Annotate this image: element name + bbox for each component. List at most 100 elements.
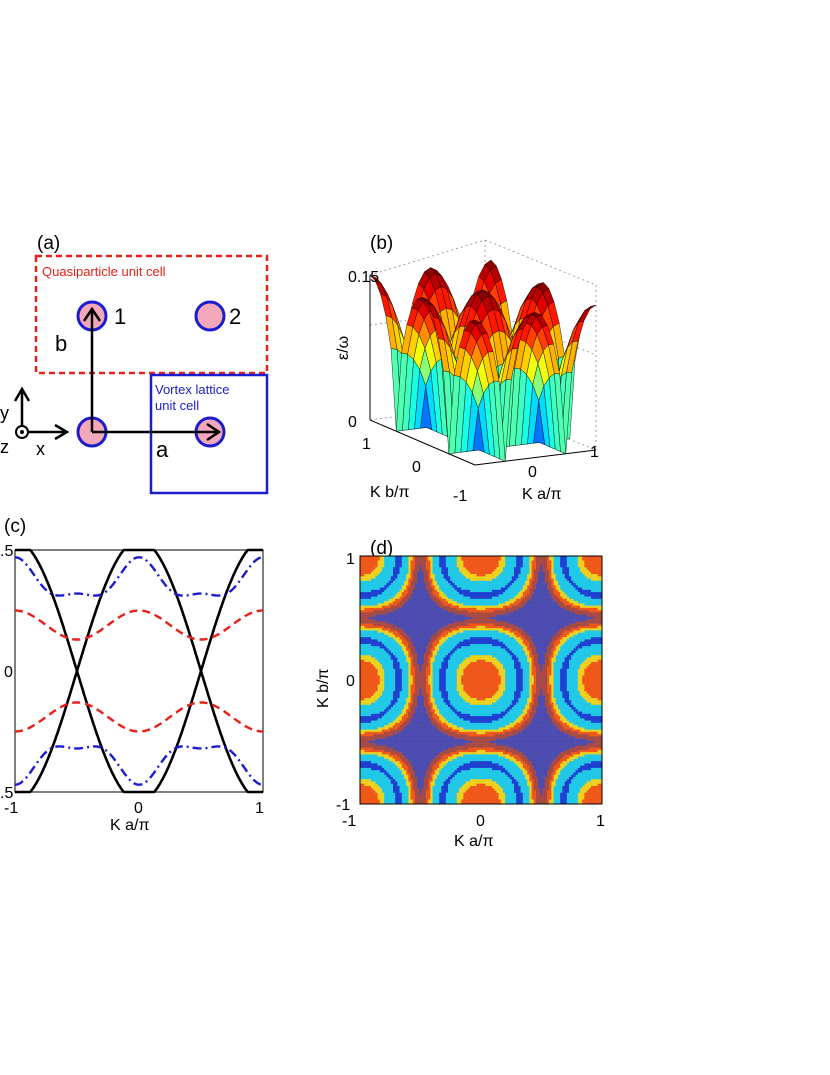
contour-cell [426, 569, 429, 573]
contour-cell [448, 598, 451, 602]
contour-cell [415, 594, 418, 597]
contour-cell [364, 709, 367, 712]
contour-cell [360, 634, 363, 638]
contour-cell [430, 576, 433, 579]
contour-cell [412, 763, 416, 766]
contour-cell [401, 578, 405, 582]
contour-cell [393, 729, 396, 733]
contour-cell [430, 740, 433, 744]
contour-cell [448, 670, 451, 674]
contour-cell [390, 761, 394, 764]
contour-cell [382, 740, 385, 744]
contour-cell [360, 704, 363, 708]
contour-cell [439, 790, 442, 794]
contour-cell [377, 707, 381, 710]
contour-cell [379, 610, 383, 613]
contour-cell [404, 603, 407, 606]
contour-cell [421, 729, 425, 733]
contour-cell [426, 738, 429, 742]
contour-cell [360, 646, 363, 649]
contour-cell [384, 587, 387, 591]
contour-cell [441, 558, 444, 561]
contour-cell [404, 567, 407, 570]
contour-cell [364, 749, 367, 753]
contour-cell [417, 716, 420, 719]
contour-cell [441, 632, 444, 636]
contour-cell [428, 560, 431, 564]
contour-cell [371, 594, 374, 597]
contour-cell [393, 576, 396, 579]
contour-cell [364, 619, 367, 622]
contour-cell [419, 616, 422, 620]
contour-cell [373, 711, 376, 715]
contour-cell [362, 565, 365, 568]
c-series-blue-lower [15, 745, 263, 786]
contour-cell [445, 799, 449, 803]
contour-cell [406, 713, 409, 717]
contour-cell [362, 585, 365, 588]
contour-cell [388, 650, 392, 654]
contour-cell [375, 556, 378, 559]
contour-cell [371, 729, 374, 733]
contour-cell [375, 668, 378, 672]
contour-cell [408, 785, 411, 789]
contour-cell [404, 574, 407, 577]
contour-cell [395, 716, 398, 719]
contour-cell [419, 792, 422, 796]
contour-cell [395, 666, 398, 670]
contour-cell [382, 605, 385, 609]
contour-cell [382, 792, 385, 796]
contour-cell [386, 556, 389, 559]
contour-cell [362, 646, 365, 649]
contour-cell [362, 598, 365, 602]
contour-cell [408, 556, 411, 559]
contour-cell [371, 601, 374, 604]
contour-cell [382, 616, 385, 620]
contour-cell [437, 799, 440, 803]
contour-cell [375, 756, 378, 760]
contour-cell [388, 702, 392, 706]
contour-cell [388, 587, 392, 591]
contour-cell [421, 711, 425, 715]
contour-cell [364, 589, 367, 593]
contour-cell [430, 670, 433, 674]
contour-cell [404, 637, 407, 640]
contour-cell [408, 596, 411, 600]
contour-cell [415, 781, 418, 784]
contour-cell [426, 655, 429, 658]
contour-cell [373, 704, 376, 708]
contour-cell [430, 657, 433, 660]
contour-cell [368, 695, 372, 699]
contour-cell [371, 707, 374, 710]
contour-cell [415, 734, 418, 737]
contour-cell [430, 702, 433, 706]
contour-cell [419, 736, 422, 739]
contour-cell [395, 567, 398, 570]
contour-cell [395, 720, 398, 724]
contour-cell [397, 700, 400, 703]
contour-cell [379, 598, 383, 602]
contour-cell [450, 574, 453, 577]
contour-cell [360, 747, 363, 751]
contour-cell [428, 607, 431, 611]
contour-cell [404, 596, 407, 600]
contour-cell [423, 779, 427, 782]
contour-cell [401, 587, 405, 591]
contour-cell [410, 756, 414, 760]
contour-cell [406, 686, 409, 690]
contour-cell [428, 725, 431, 728]
contour-cell [415, 652, 418, 656]
contour-cell [366, 661, 370, 665]
contour-cell [384, 558, 387, 561]
contour-cell [406, 693, 409, 697]
contour-cell [410, 558, 414, 561]
contour-cell [377, 770, 381, 773]
contour-cell [373, 680, 376, 683]
contour-cell [362, 657, 365, 660]
contour-cell [430, 752, 433, 755]
contour-cell [388, 740, 392, 744]
contour-cell [382, 596, 385, 600]
contour-cell [393, 727, 396, 730]
contour-cell [441, 779, 444, 782]
contour-cell [410, 677, 414, 681]
